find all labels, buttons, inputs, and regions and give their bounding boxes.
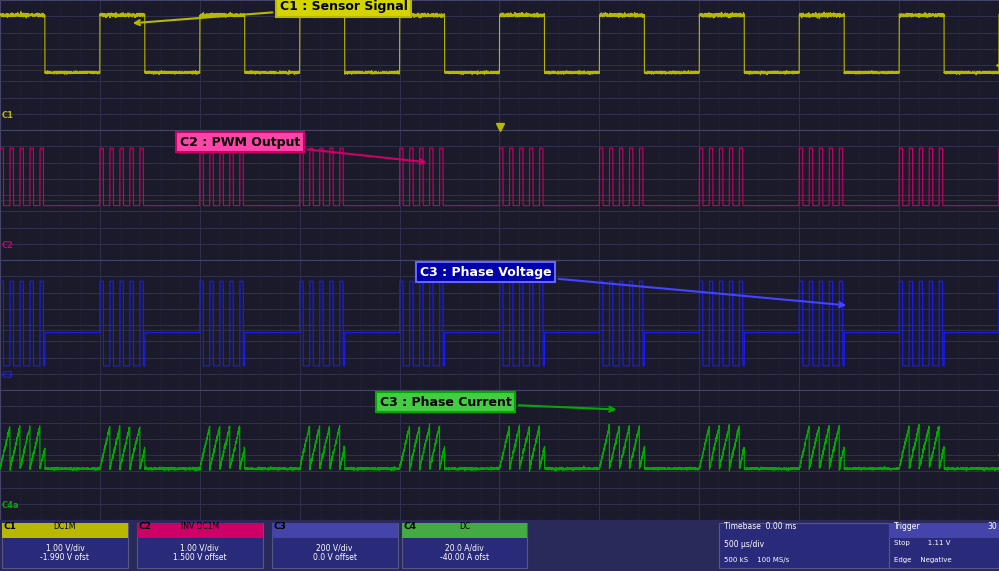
Text: C3: C3	[2, 371, 14, 380]
FancyBboxPatch shape	[2, 522, 128, 569]
FancyBboxPatch shape	[137, 522, 263, 538]
Text: 1.00 V/div
-1.990 V ofst: 1.00 V/div -1.990 V ofst	[40, 543, 90, 562]
Text: C3 : Phase Current: C3 : Phase Current	[380, 396, 614, 412]
Text: 20.0 A/div
-40.00 A ofst: 20.0 A/div -40.00 A ofst	[440, 543, 490, 562]
Text: C1: C1	[2, 111, 14, 120]
FancyBboxPatch shape	[137, 522, 263, 569]
Text: Trigger: Trigger	[894, 522, 921, 531]
FancyBboxPatch shape	[2, 522, 128, 538]
FancyBboxPatch shape	[402, 522, 527, 538]
FancyBboxPatch shape	[719, 522, 889, 569]
Text: C2: C2	[2, 240, 14, 250]
Text: C4a: C4a	[2, 501, 20, 510]
Text: 500 μs/div: 500 μs/div	[724, 541, 764, 549]
Text: Timebase  0.00 ms: Timebase 0.00 ms	[724, 522, 796, 531]
Text: 1.00 V/div
1.500 V offset: 1.00 V/div 1.500 V offset	[173, 543, 227, 562]
Text: C3 : Phase Voltage: C3 : Phase Voltage	[420, 266, 844, 307]
Text: DC: DC	[459, 522, 471, 531]
Text: DC1M: DC1M	[54, 522, 76, 531]
FancyBboxPatch shape	[272, 522, 398, 569]
FancyBboxPatch shape	[272, 522, 398, 538]
FancyBboxPatch shape	[402, 522, 527, 569]
Text: 30: 30	[987, 522, 997, 531]
Text: INV DC1M: INV DC1M	[181, 522, 219, 531]
Text: Edge    Negative: Edge Negative	[894, 557, 952, 563]
Text: C4: C4	[404, 522, 417, 531]
FancyBboxPatch shape	[889, 522, 999, 569]
Text: 500 kS    100 MS/s: 500 kS 100 MS/s	[724, 557, 789, 563]
Text: C1 : Sensor Signal: C1 : Sensor Signal	[135, 1, 408, 25]
Text: Stop        1.11 V: Stop 1.11 V	[894, 541, 951, 546]
FancyBboxPatch shape	[889, 522, 999, 538]
Text: C3: C3	[274, 522, 287, 531]
Text: C2 : PWM Output: C2 : PWM Output	[180, 136, 425, 164]
Text: C1: C1	[4, 522, 17, 531]
Text: C2: C2	[139, 522, 152, 531]
Text: 200 V/div
0.0 V offset: 200 V/div 0.0 V offset	[313, 543, 357, 562]
